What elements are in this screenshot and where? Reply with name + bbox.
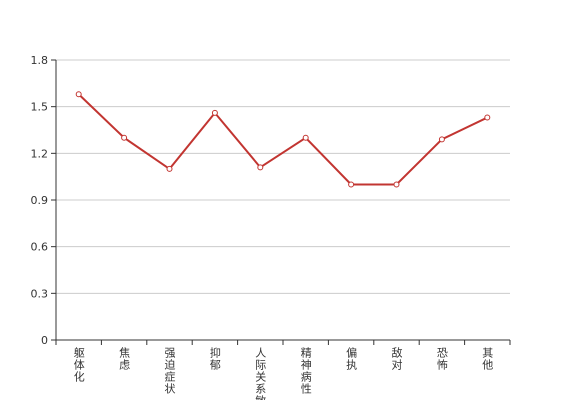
y-tick-label: 0 — [41, 334, 48, 347]
point — [121, 134, 128, 141]
line — [78, 93, 488, 186]
y-tick-label: 0.6 — [31, 241, 49, 254]
point — [257, 164, 264, 171]
y-tick-label: 1.2 — [31, 147, 49, 160]
x-tick-label: 敌对 — [390, 346, 403, 371]
x-tick-label: 精神病性 — [299, 347, 312, 395]
x-tick-label: 偏执 — [345, 346, 358, 371]
x-tick-label: 焦虑 — [118, 347, 131, 371]
point — [484, 114, 491, 121]
y-tick-label: 0.3 — [31, 287, 49, 300]
y-tick-label: 1.5 — [31, 101, 49, 114]
point — [438, 136, 445, 143]
x-tick-label: 抑郁 — [208, 346, 221, 371]
x-tick-label: 强迫症状 — [163, 347, 176, 395]
point — [302, 134, 309, 141]
point — [348, 181, 355, 188]
point — [166, 165, 173, 172]
point — [75, 91, 82, 98]
point — [211, 109, 218, 116]
x-tick-label: 恐怖 — [435, 347, 448, 371]
point — [393, 181, 400, 188]
x-tick-label: 人际关系敏感 — [254, 347, 267, 400]
y-tick-label: 1.8 — [31, 54, 49, 67]
x-tick-label: 躯体化 — [72, 347, 85, 383]
y-tick-label: 0.9 — [31, 194, 49, 207]
x-tick-label: 其他 — [481, 347, 494, 371]
